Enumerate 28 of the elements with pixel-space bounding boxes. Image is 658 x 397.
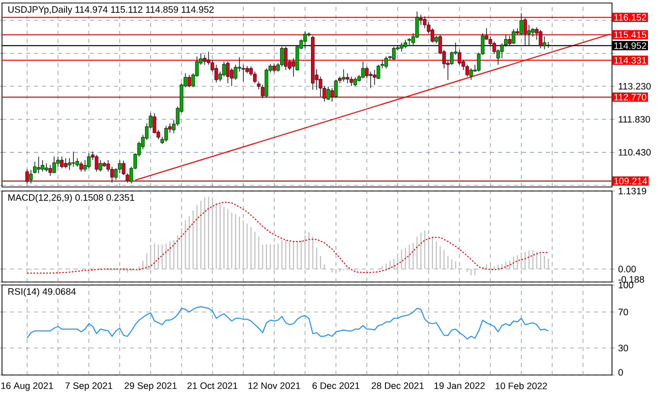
ref-line-label: 115.415 [614,31,646,38]
x-tick-label: 6 Dec 2021 [312,382,360,389]
y-tick-label: 110.430 [618,149,651,156]
x-tick-label: 16 Aug 2021 [1,382,54,391]
x-tick-label: 12 Nov 2021 [248,382,300,389]
x-tick-label: 19 Jan 2022 [434,382,485,389]
y-tick-label: 0.00 [618,266,636,272]
y-tick-label: 30 [618,344,628,352]
x-tick-label: 21 Oct 2021 [187,382,238,389]
ref-line-label: 114.331 [614,57,646,64]
y-tick-label: 111.830 [618,116,650,123]
ref-line-label: 114.952 [614,42,646,49]
y-tick-label: 113.230 [618,82,651,90]
chart-title: USDJPYp,Daily 114.974 115.112 114.859 114.952 [8,6,214,15]
x-tick-label: 7 Sep 2021 [65,382,112,391]
x-tick-label: 10 Feb 2022 [496,382,547,390]
x-tick-label: 29 Sep 2021 [124,382,177,391]
ref-line-label: 109.214 [614,178,648,184]
chart-title: RSI(14) 49.0684 [8,288,76,297]
y-tick-label: -0.188 [618,276,644,283]
y-tick-label: 0 [618,369,623,376]
ref-line-label: 112.770 [614,94,646,100]
ref-line-label: 116.152 [614,14,646,21]
x-tick-label: 28 Dec 2021 [372,382,424,389]
y-tick-label: 1.1319 [618,188,646,194]
y-tick-label: 70 [618,308,628,316]
chart-title: MACD(12,26,9) 0.1508 0.2351 [8,194,134,203]
y-tick-label: 100 [618,282,634,288]
